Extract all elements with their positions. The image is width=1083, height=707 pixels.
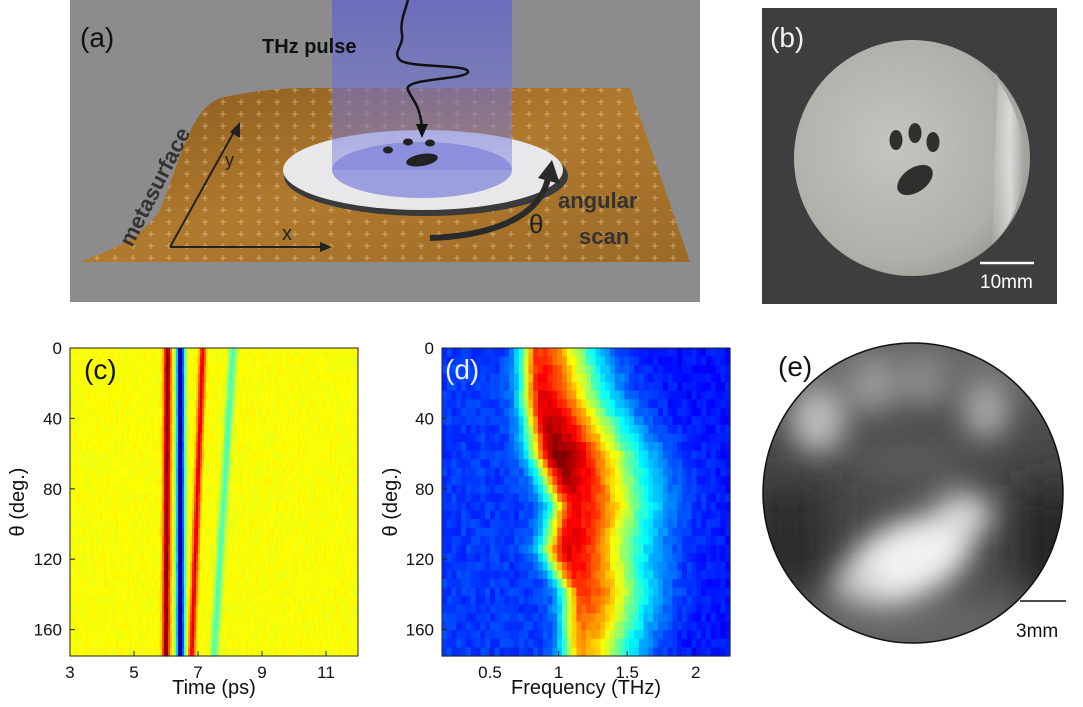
paw-hole-3 bbox=[425, 140, 435, 147]
paw-hole-3 bbox=[927, 132, 940, 152]
scan-label: scan bbox=[579, 224, 629, 249]
axis-y-label: y bbox=[225, 150, 234, 170]
panel-b-label: (b) bbox=[770, 22, 804, 54]
thz-pulse-label: THz pulse bbox=[262, 36, 356, 58]
panel-a-illustration: x y metasurface THz pulse θ angular scan bbox=[70, 0, 700, 302]
angular-label: angular bbox=[558, 188, 638, 213]
panel-a-label: (a) bbox=[80, 22, 114, 54]
panel-a: x y metasurface THz pulse θ angular scan… bbox=[70, 0, 700, 302]
axis-x-label: x bbox=[282, 223, 292, 245]
panel-b: 10mm (b) bbox=[762, 8, 1057, 304]
heatmap-c-cells bbox=[70, 348, 359, 657]
beam-spot bbox=[332, 142, 512, 198]
scale-label: 10mm bbox=[980, 272, 1033, 293]
paw-hole-2 bbox=[403, 139, 413, 146]
theta-label: θ bbox=[529, 209, 543, 239]
paw-hole-1 bbox=[890, 130, 903, 150]
panel-b-photo: 10mm bbox=[762, 8, 1057, 304]
paw-hole-1 bbox=[383, 147, 393, 154]
paw-hole-2 bbox=[909, 123, 922, 143]
